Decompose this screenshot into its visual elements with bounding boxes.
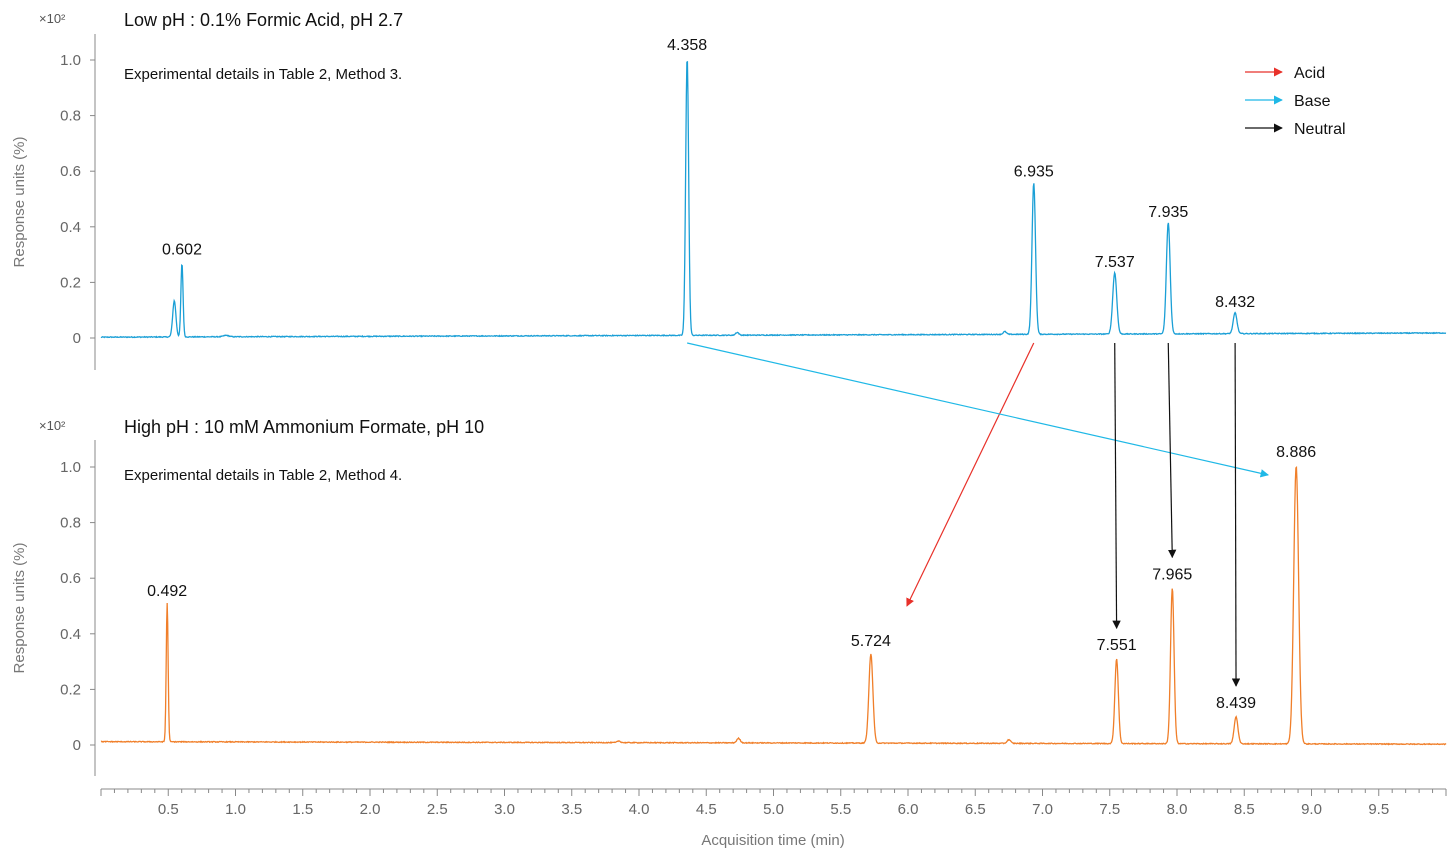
- legend-label-acid: Acid: [1294, 65, 1325, 82]
- x-tick-label: 0.5: [158, 801, 179, 818]
- chromatogram-trace: [100, 60, 1447, 339]
- x-tick-label: 8.5: [1234, 801, 1255, 818]
- legend-label-base: Base: [1294, 93, 1331, 110]
- peak-label: 7.935: [1148, 204, 1188, 221]
- y-tick-label: 0.6: [60, 163, 81, 180]
- x-tick-label: 5.0: [763, 801, 784, 818]
- x-tick-label: 4.5: [696, 801, 717, 818]
- y-tick-label: 1.0: [60, 459, 81, 476]
- y-axis-title: Response units (%): [11, 543, 28, 674]
- y-tick-label: 0.6: [60, 570, 81, 587]
- x-tick-label: 2.0: [360, 801, 381, 818]
- y-tick-label: 0: [73, 330, 81, 347]
- neutral-shift-arrow: [1231, 342, 1241, 687]
- peak-label: 5.724: [851, 633, 891, 650]
- y-tick-label: 0.2: [60, 274, 81, 291]
- x-tick-label: 9.0: [1301, 801, 1322, 818]
- x-tick-label: 3.0: [494, 801, 515, 818]
- x-tick-label: 6.0: [898, 801, 919, 818]
- peak-label: 7.551: [1097, 637, 1137, 654]
- x-tick-label: 9.5: [1368, 801, 1389, 818]
- y-tick-label: 0.8: [60, 108, 81, 125]
- x-tick-label: 4.0: [629, 801, 650, 818]
- y-tick-label: 0.2: [60, 681, 81, 698]
- peak-label: 8.886: [1276, 444, 1316, 461]
- neutral-shift-arrow: [1167, 342, 1177, 559]
- x-tick-label: 2.5: [427, 801, 448, 818]
- y-multiplier-label: ×10²: [39, 418, 66, 433]
- x-axis-title: Acquisition time (min): [701, 832, 844, 849]
- base-shift-arrow: [687, 342, 1269, 478]
- panel-note: Experimental details in Table 2, Method …: [124, 66, 402, 83]
- y-tick-label: 0.8: [60, 515, 81, 532]
- peak-label: 7.965: [1152, 566, 1192, 583]
- x-tick-label: 6.5: [965, 801, 986, 818]
- x-tick-label: 1.0: [225, 801, 246, 818]
- panel-note: Experimental details in Table 2, Method …: [124, 467, 402, 484]
- panel-title: Low pH : 0.1% Formic Acid, pH 2.7: [124, 10, 403, 30]
- peak-label: 8.439: [1216, 695, 1256, 712]
- peak-label: 8.432: [1215, 294, 1255, 311]
- peak-label: 6.935: [1014, 163, 1054, 180]
- x-tick-label: 8.0: [1167, 801, 1188, 818]
- peak-label: 0.602: [162, 241, 202, 258]
- x-tick-label: 3.5: [561, 801, 582, 818]
- legend-label-neutral: Neutral: [1294, 121, 1346, 138]
- y-tick-label: 0: [73, 737, 81, 754]
- x-tick-label: 1.5: [292, 801, 313, 818]
- peak-label: 7.537: [1095, 254, 1135, 271]
- panel-title: High pH : 10 mM Ammonium Formate, pH 10: [124, 417, 484, 437]
- neutral-shift-arrow: [1112, 342, 1121, 630]
- x-tick-label: 7.5: [1099, 801, 1120, 818]
- peak-label: 4.358: [667, 37, 707, 54]
- y-tick-label: 0.4: [60, 626, 81, 643]
- y-axis-title: Response units (%): [11, 137, 28, 268]
- x-tick-label: 7.0: [1032, 801, 1053, 818]
- y-multiplier-label: ×10²: [39, 11, 66, 26]
- y-tick-label: 0.4: [60, 219, 81, 236]
- x-tick-label: 5.5: [830, 801, 851, 818]
- y-tick-label: 1.0: [60, 52, 81, 69]
- peak-label: 0.492: [147, 583, 187, 600]
- acid-shift-arrow: [906, 342, 1035, 607]
- chromatogram-trace: [100, 465, 1447, 746]
